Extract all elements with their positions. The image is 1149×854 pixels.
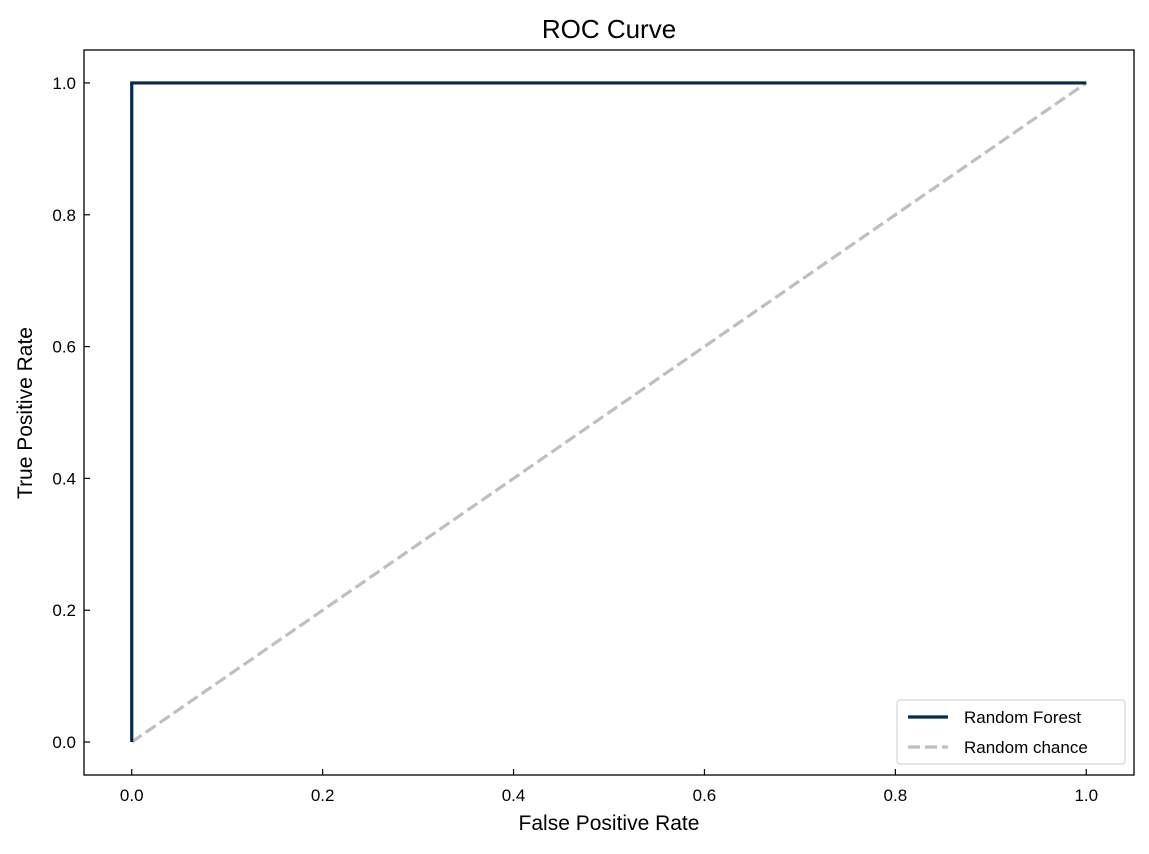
x-tick-label: 0.4 [502,786,526,805]
x-tick-label: 0.6 [693,786,717,805]
series-line-random-forest [130,81,1087,743]
x-tick-label: 0.0 [120,786,144,805]
y-tick-label: 0.4 [52,469,76,488]
x-tick-label: 0.8 [884,786,908,805]
plot-area [83,49,1135,776]
y-axis-title: True Positive Rate [14,327,37,499]
y-tick-label: 0.8 [52,206,76,225]
y-axis-ticks: 0.0 0.2 0.4 0.6 0.8 1.0 [52,74,90,752]
y-tick-label: 0.0 [52,733,76,752]
y-tick-label: 0.2 [52,601,76,620]
x-axis-ticks: 0.0 0.2 0.4 0.6 0.8 1.0 [120,769,1098,805]
x-axis-title: False Positive Rate [519,812,700,835]
chart-title: ROC Curve [542,14,676,44]
y-tick-label: 0.6 [52,338,76,357]
plot-frame [83,49,1135,776]
x-tick-label: 1.0 [1074,786,1098,805]
legend-box [896,699,1126,765]
legend: Random Forest Random chance [896,699,1126,765]
legend-label: Random chance [964,738,1088,757]
legend-label: Random Forest [964,708,1081,727]
x-tick-label: 0.2 [311,786,335,805]
y-tick-label: 1.0 [52,74,76,93]
series-line-random-chance [130,81,1088,744]
